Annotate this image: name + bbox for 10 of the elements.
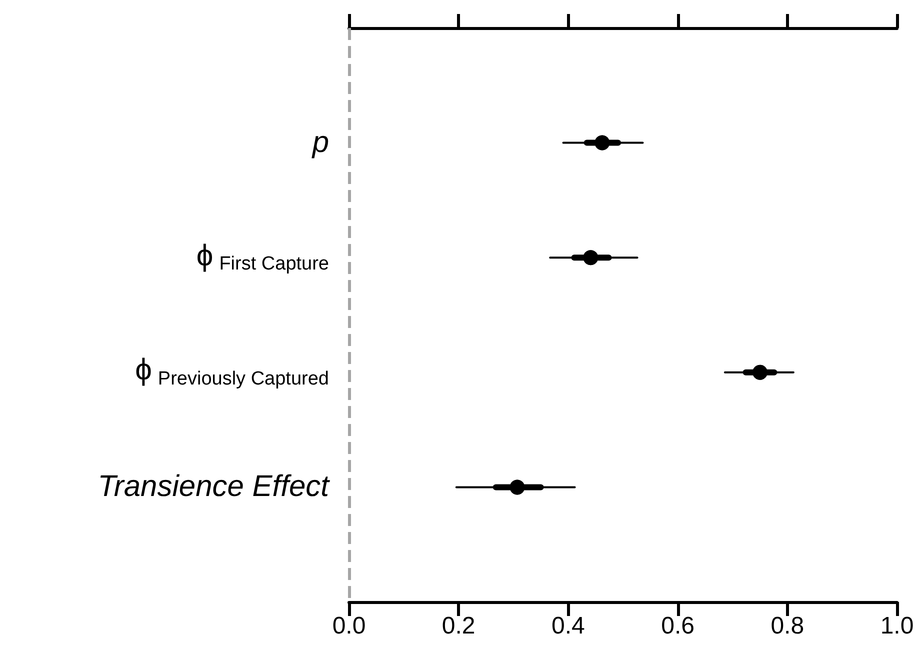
x-tick-label: 0.6: [661, 612, 694, 640]
x-tick-label: 0.4: [552, 612, 585, 640]
y-tick-label: ϕ$_{First Capture}$: [196, 239, 329, 275]
x-tick-label: 0.2: [442, 612, 476, 640]
y-tick-label: p: [312, 126, 329, 159]
x-tick-label: 0.8: [770, 612, 804, 640]
x-tick-label: 1.0: [880, 612, 914, 640]
y-tick-label: ϕ$_{Previously Captured}$: [135, 354, 329, 390]
x-tick-label: 0.0: [332, 612, 366, 640]
y-tick-label: Transience Effect: [98, 470, 329, 504]
